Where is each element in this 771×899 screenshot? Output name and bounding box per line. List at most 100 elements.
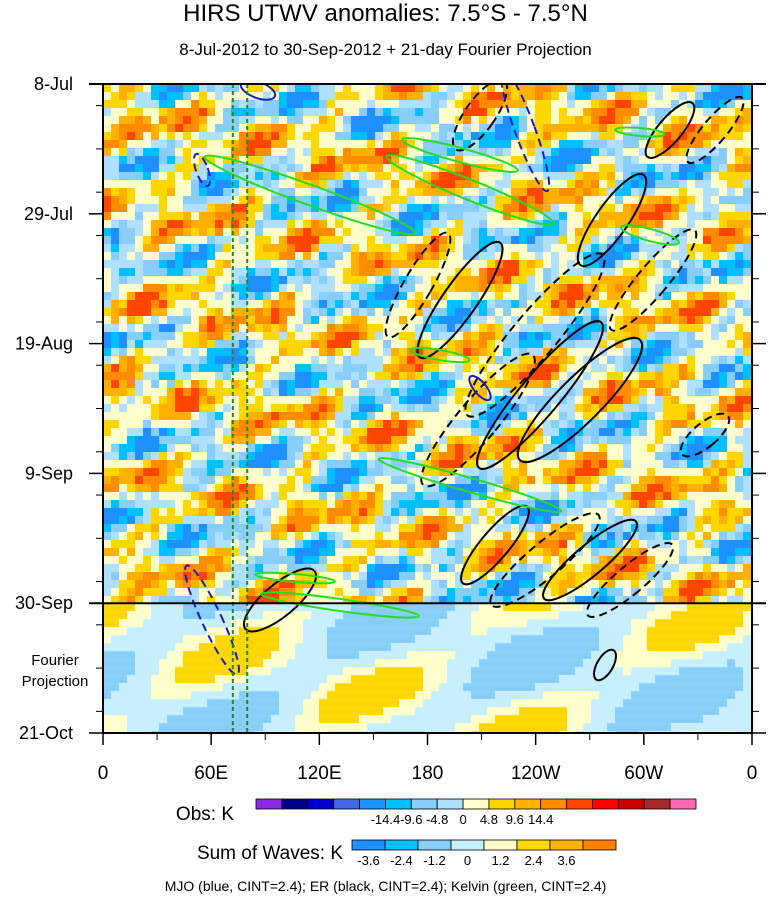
field-cell — [287, 276, 295, 284]
field-cell — [199, 252, 207, 260]
field-cell — [647, 476, 655, 484]
field-cell — [247, 516, 255, 524]
field-cell — [191, 412, 199, 420]
field-cell — [567, 348, 575, 356]
field-cell — [687, 244, 695, 252]
field-cell — [727, 356, 735, 364]
field-cell — [543, 460, 551, 468]
field-cell — [503, 404, 511, 412]
field-cell — [391, 268, 399, 276]
field-cell — [383, 260, 391, 268]
field-cell — [471, 220, 479, 228]
field-cell — [319, 268, 327, 276]
field-cell — [647, 492, 655, 500]
field-cell — [671, 500, 679, 508]
field-cell — [615, 412, 623, 420]
field-cell — [111, 420, 119, 428]
field-cell — [511, 180, 519, 188]
field-cell — [359, 388, 367, 396]
field-cell — [103, 492, 111, 500]
field-cell — [287, 348, 295, 356]
field-cell — [631, 508, 639, 516]
field-cell — [647, 108, 655, 116]
field-cell — [495, 276, 503, 284]
field-cell — [671, 244, 679, 252]
field-cell — [551, 372, 559, 380]
field-cell — [503, 268, 511, 276]
field-cell — [255, 372, 263, 380]
field-cell — [415, 300, 423, 308]
field-cell — [727, 212, 735, 220]
field-cell — [567, 420, 575, 428]
field-cell — [183, 500, 191, 508]
field-cell — [591, 204, 599, 212]
field-cell — [623, 484, 631, 492]
field-cell — [495, 148, 503, 156]
field-cell — [303, 436, 311, 444]
field-cell — [431, 92, 439, 100]
field-cell — [671, 460, 679, 468]
field-cell — [695, 244, 703, 252]
field-cell — [703, 452, 711, 460]
field-cell — [319, 356, 327, 364]
field-cell — [543, 436, 551, 444]
field-cell — [591, 340, 599, 348]
field-cell — [479, 508, 487, 516]
field-cell — [559, 372, 567, 380]
field-cell — [431, 508, 439, 516]
field-cell — [743, 164, 751, 172]
field-cell — [511, 356, 519, 364]
field-cell — [503, 260, 511, 268]
field-cell — [263, 292, 271, 300]
field-cell — [679, 516, 687, 524]
field-cell — [607, 156, 615, 164]
field-cell — [575, 396, 583, 404]
field-cell — [527, 300, 535, 308]
field-cell — [175, 132, 183, 140]
field-cell — [607, 196, 615, 204]
field-cell — [111, 340, 119, 348]
field-cell — [567, 284, 575, 292]
field-cell — [231, 500, 239, 508]
field-cell — [247, 276, 255, 284]
field-cell — [703, 396, 711, 404]
field-cell — [503, 468, 511, 476]
field-cell — [295, 148, 303, 156]
field-cell — [431, 428, 439, 436]
field-cell — [335, 444, 343, 452]
field-cell — [583, 180, 591, 188]
field-cell — [727, 92, 735, 100]
field-cell — [231, 484, 239, 492]
field-cell — [359, 556, 367, 564]
field-cell — [439, 244, 447, 252]
field-cell — [335, 132, 343, 140]
field-cell — [551, 540, 559, 548]
field-cell — [335, 292, 343, 300]
field-cell — [487, 148, 495, 156]
field-cell — [167, 492, 175, 500]
field-cell — [263, 228, 271, 236]
field-cell — [735, 276, 743, 284]
field-cell — [543, 468, 551, 476]
field-cell — [471, 260, 479, 268]
field-cell — [391, 500, 399, 508]
field-cell — [431, 540, 439, 548]
field-cell — [727, 548, 735, 556]
field-cell — [583, 484, 591, 492]
field-cell — [407, 324, 415, 332]
field-cell — [623, 364, 631, 372]
field-cell — [311, 172, 319, 180]
field-cell — [647, 388, 655, 396]
field-cell — [743, 324, 751, 332]
field-cell — [143, 300, 151, 308]
field-cell — [279, 508, 287, 516]
field-cell — [119, 508, 127, 516]
field-cell — [543, 116, 551, 124]
field-cell — [375, 220, 383, 228]
field-cell — [423, 404, 431, 412]
field-cell — [311, 132, 319, 140]
field-cell — [735, 284, 743, 292]
field-cell — [327, 372, 335, 380]
field-cell — [711, 476, 719, 484]
field-cell — [695, 348, 703, 356]
